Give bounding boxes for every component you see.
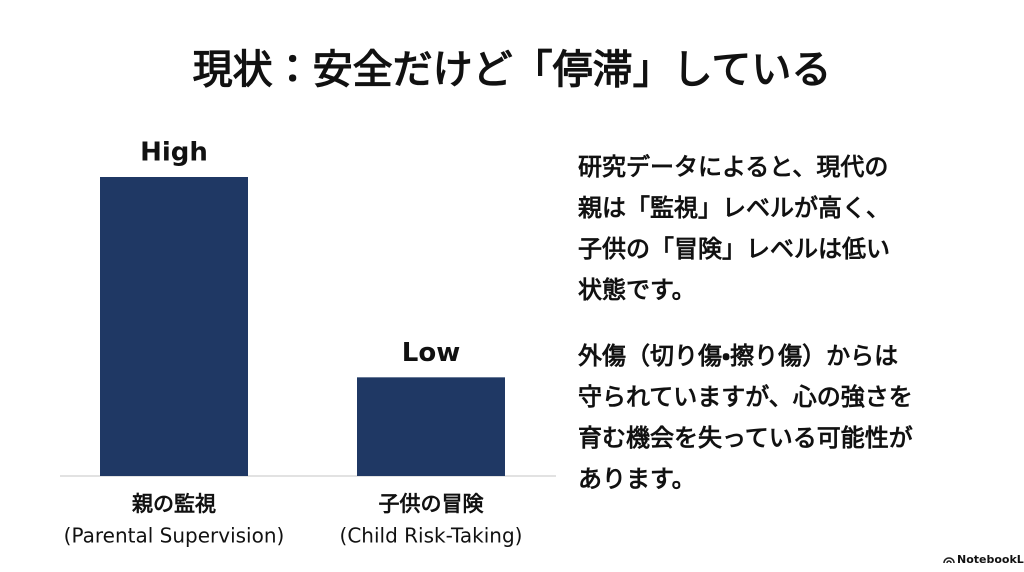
brand-icon xyxy=(943,557,955,564)
note-line: あります。 xyxy=(578,465,696,493)
note-line: 研究データによると、現代の xyxy=(578,153,888,181)
x-tick-label: 親の監視 xyxy=(132,492,216,516)
x-tick-sublabel: (Parental Supervision) xyxy=(64,524,285,548)
value-label: Low xyxy=(402,338,460,368)
footer-brand: NotebookLM xyxy=(957,553,1024,566)
bar xyxy=(100,177,248,476)
bar xyxy=(357,377,505,476)
x-tick-sublabel: (Child Risk-Taking) xyxy=(340,524,523,548)
x-tick-label: 子供の冒険 xyxy=(379,492,485,516)
value-label: High xyxy=(140,138,208,168)
note-line: 守られていますが、心の強さを xyxy=(578,383,913,411)
note-line: 状態です。 xyxy=(578,276,696,304)
note-line: 親は「監視」レベルが高く、 xyxy=(578,194,890,222)
note-line: 育む機会を失っている可能性が xyxy=(578,424,913,452)
slide-title: 現状：安全だけど「停滞」している xyxy=(193,47,832,93)
note-line: 外傷（切り傷・擦り傷）からは xyxy=(577,342,898,370)
note-line: 子供の「冒険」レベルは低い xyxy=(578,235,890,263)
